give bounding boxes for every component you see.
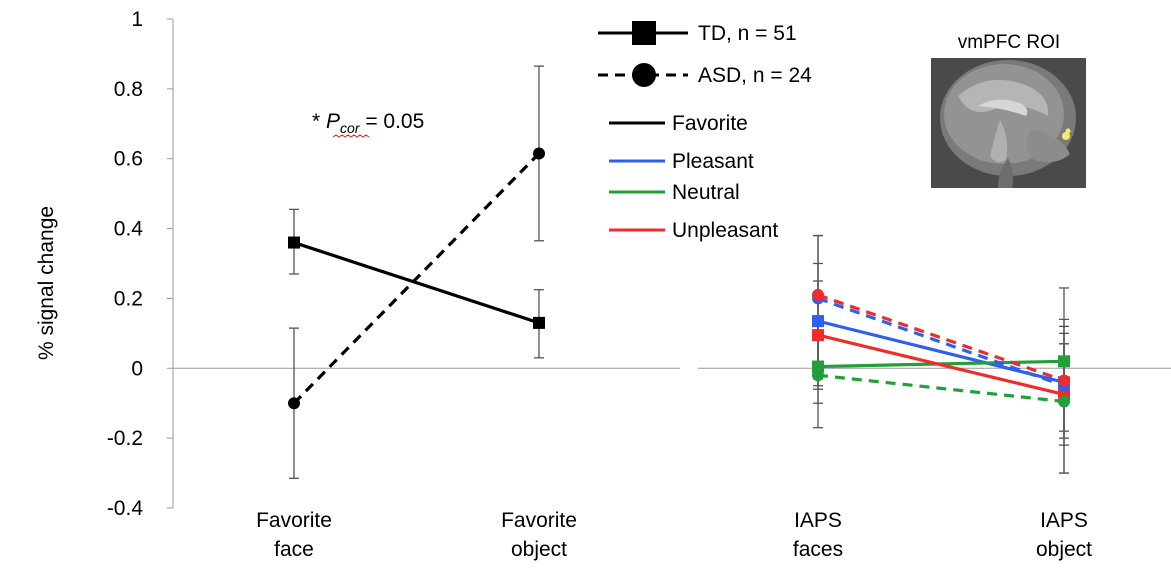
data-point-circle	[1058, 395, 1070, 408]
inset-title: vmPFC ROI	[958, 32, 1060, 53]
y-tick-label: -0.4	[107, 497, 144, 520]
series-line-td-pleasant	[817, 319, 1065, 384]
legend-group-label: ASD, n = 24	[698, 64, 812, 87]
y-tick-label: 0.8	[114, 78, 143, 101]
x-category-line: object	[1036, 538, 1092, 561]
data-point-square	[1058, 355, 1070, 368]
significance-annotation: * Pcor = 0.05	[312, 110, 424, 136]
x-category-label: IAPS faces	[793, 509, 843, 561]
series-line-td-unpleasant	[817, 333, 1065, 397]
x-category-line: faces	[793, 538, 843, 561]
x-category-line: Favorite	[501, 509, 577, 532]
x-category-line: Favorite	[256, 509, 332, 532]
legend-condition-label: Neutral	[672, 181, 740, 204]
x-category-label: Favorite face	[256, 509, 332, 561]
data-point-square	[288, 236, 300, 249]
x-category-line: object	[511, 538, 567, 561]
data-point-circle	[812, 288, 824, 301]
y-tick-label: -0.2	[107, 427, 143, 450]
annotation-suffix: = 0.05	[359, 110, 424, 133]
y-axis-label: % signal change	[35, 206, 58, 360]
series-line-asd-unpleasant	[817, 293, 1065, 383]
x-category-line: IAPS	[1040, 509, 1088, 532]
annotation-prefix: *	[312, 110, 326, 133]
data-point-square	[812, 315, 824, 328]
legend-marker-circle	[632, 63, 656, 87]
series-line-asd-neutral	[817, 373, 1065, 404]
legend: TD, n = 51 ASD, n = 24 Favorite Pleasant Neu…	[598, 21, 812, 242]
x-category-label: IAPS object	[1036, 509, 1092, 561]
y-tick-label: 0.4	[114, 218, 144, 241]
y-tick-label: 0.6	[114, 148, 143, 171]
y-tick-label: 0.2	[114, 287, 143, 310]
annotation-p-symbol: P	[326, 110, 340, 133]
y-tick-label: 1	[131, 8, 143, 31]
spellcheck-squiggle	[332, 134, 370, 138]
data-point-square	[812, 329, 824, 342]
series-line-asd-favorite	[292, 152, 541, 405]
series-line-td-favorite	[293, 241, 540, 325]
chart-marks	[288, 65, 1070, 479]
x-category-line: face	[274, 538, 314, 561]
legend-condition-label: Unpleasant	[672, 219, 778, 242]
data-point-circle	[812, 369, 824, 382]
series-line-asd-pleasant	[817, 296, 1065, 388]
x-category-line: IAPS	[794, 509, 842, 532]
legend-condition-label: Pleasant	[672, 150, 754, 173]
annotation-subscript: cor	[340, 120, 361, 136]
vmpfc-roi-inset: vmPFC ROI	[931, 32, 1086, 188]
data-point-circle	[1058, 374, 1070, 387]
legend-condition-label: Favorite	[672, 112, 748, 135]
y-tick-label: 0	[131, 357, 143, 380]
legend-group-label: TD, n = 51	[698, 22, 797, 45]
legend-marker-square	[632, 21, 656, 45]
data-point-square	[812, 360, 824, 373]
data-point-circle	[533, 147, 545, 160]
brain-mri-image	[931, 58, 1086, 188]
data-point-circle	[288, 397, 300, 410]
x-category-label: Favorite object	[501, 509, 577, 561]
data-point-square	[533, 316, 545, 329]
